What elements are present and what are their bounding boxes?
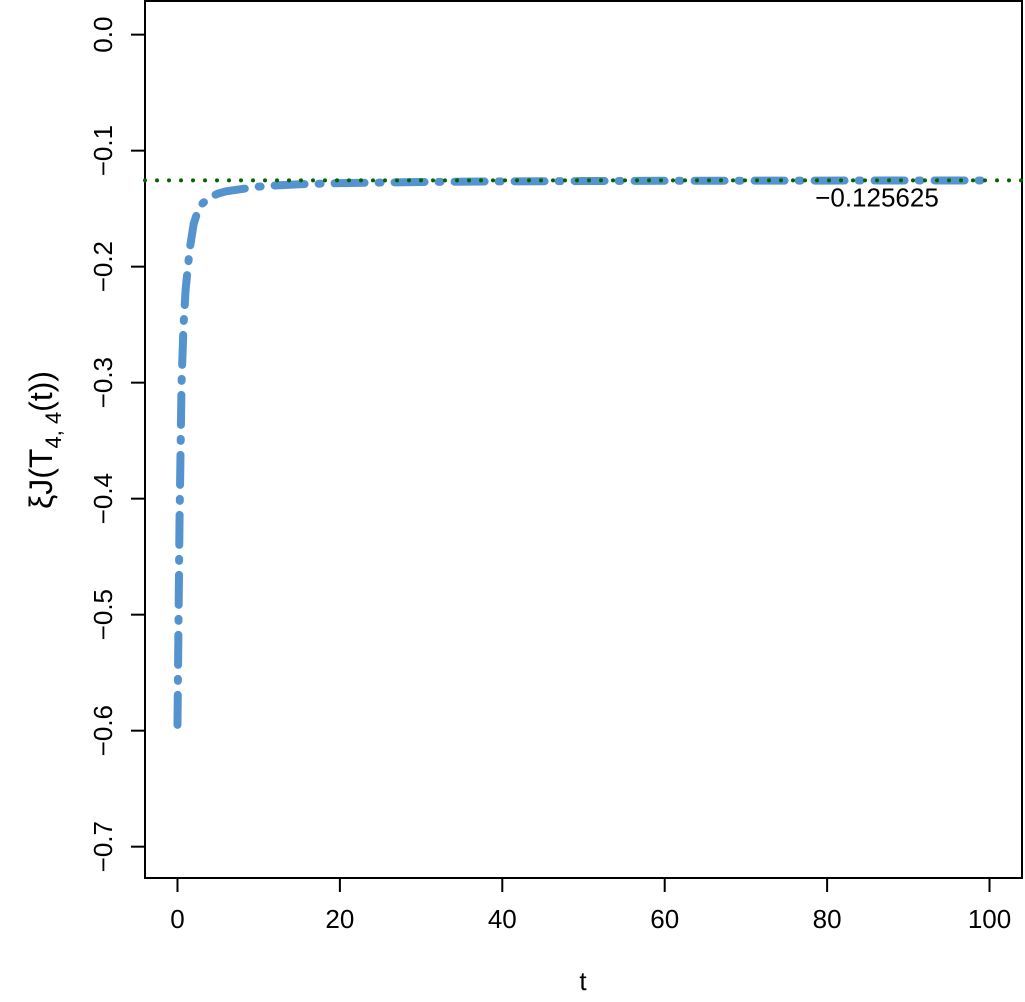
y-tick-label: 0.0	[88, 17, 118, 53]
x-tick-label: 60	[650, 904, 679, 934]
y-label-tail: (t))	[23, 371, 59, 412]
y-label-main: ξJ(T	[23, 449, 59, 510]
y-label-sub: 4, 4	[41, 412, 66, 449]
y-tick-label: −0.1	[88, 125, 118, 176]
x-axis-label: t	[579, 966, 587, 996]
x-tick-label: 40	[488, 904, 517, 934]
y-tick-label: −0.5	[88, 589, 118, 640]
y-tick-label: −0.7	[88, 821, 118, 872]
x-tick-label: 0	[170, 904, 184, 934]
x-tick-label: 80	[813, 904, 842, 934]
x-tick-label: 20	[325, 904, 354, 934]
reference-label: −0.125625	[815, 182, 939, 212]
y-axis-label: ξJ(T4, 4(t))	[23, 371, 66, 509]
y-tick-label: −0.6	[88, 705, 118, 756]
data-line	[173, 176, 994, 729]
plot-frame	[144, 0, 1023, 879]
y-tick-label: −0.4	[88, 473, 118, 524]
y-tick-label: −0.2	[88, 241, 118, 292]
x-tick-label: 100	[968, 904, 1011, 934]
y-tick-label: −0.3	[88, 357, 118, 408]
